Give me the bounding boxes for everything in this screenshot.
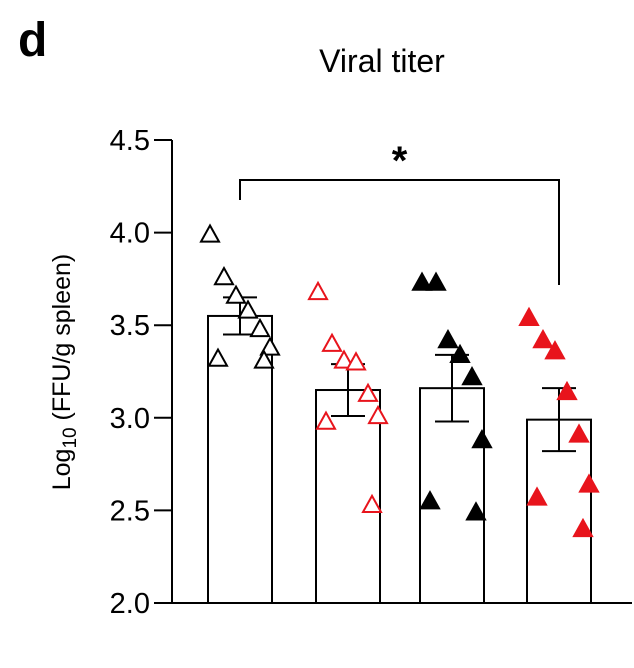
- data-point-3-6: [526, 486, 548, 506]
- y-tick-label-0: 2.0: [110, 588, 150, 620]
- y-tick-label-4: 4.0: [110, 218, 150, 250]
- data-point-2-2: [437, 328, 459, 349]
- data-point-3-0: [518, 306, 540, 326]
- y-tick-label-1: 2.5: [110, 495, 150, 527]
- data-point-0-2: [225, 284, 247, 304]
- data-point-0-4: [249, 317, 271, 338]
- svg-text:Log10 (FFU/g spleen): Log10 (FFU/g spleen): [48, 254, 81, 491]
- data-point-3-4: [568, 423, 590, 443]
- data-point-1-0: [307, 280, 329, 301]
- data-point-1-5: [367, 404, 389, 425]
- data-point-3-7: [572, 517, 594, 538]
- data-point-0-7: [253, 349, 275, 369]
- y-axis-label-units: (FFU/g spleen): [48, 254, 76, 428]
- data-point-2-5: [471, 428, 493, 449]
- data-point-1-2: [333, 349, 355, 369]
- data-point-3-1: [532, 328, 554, 349]
- y-axis-label-subscript: 10: [60, 427, 81, 448]
- data-point-3-5: [578, 473, 600, 493]
- y-axis-label-log: Log: [48, 449, 76, 491]
- data-point-0-1: [213, 265, 235, 286]
- data-point-2-0: [411, 271, 433, 291]
- data-point-1-7: [361, 493, 383, 514]
- y-tick-label-5: 4.5: [110, 125, 150, 157]
- data-point-3-2: [544, 340, 566, 360]
- data-point-2-4: [461, 365, 483, 386]
- data-point-1-3: [345, 351, 367, 371]
- y-axis-label: Log10 (FFU/g spleen): [48, 254, 81, 491]
- data-point-2-7: [465, 501, 487, 521]
- y-tick-label-3: 3.5: [110, 310, 150, 342]
- data-point-1-1: [321, 332, 343, 352]
- data-point-0-0: [199, 223, 221, 243]
- significance-label: *: [392, 139, 408, 183]
- data-point-1-4: [357, 382, 379, 402]
- data-point-2-3: [449, 343, 471, 364]
- y-tick-label-2: 3.0: [110, 403, 150, 435]
- data-point-0-5: [259, 336, 281, 356]
- data-point-1-6: [315, 410, 337, 430]
- panel-label: d: [18, 14, 47, 67]
- plot-area: 2.0 2.5 3.0 3.5 4.0 4.5 *: [110, 125, 632, 620]
- data-point-2-1: [425, 271, 447, 291]
- data-point-3-3: [556, 380, 578, 401]
- data-point-2-6: [419, 490, 441, 510]
- data-point-0-6: [207, 347, 229, 367]
- significance-bracket: [239, 179, 560, 285]
- data-point-0-3: [237, 299, 259, 319]
- chart-title: Viral titer: [319, 43, 445, 79]
